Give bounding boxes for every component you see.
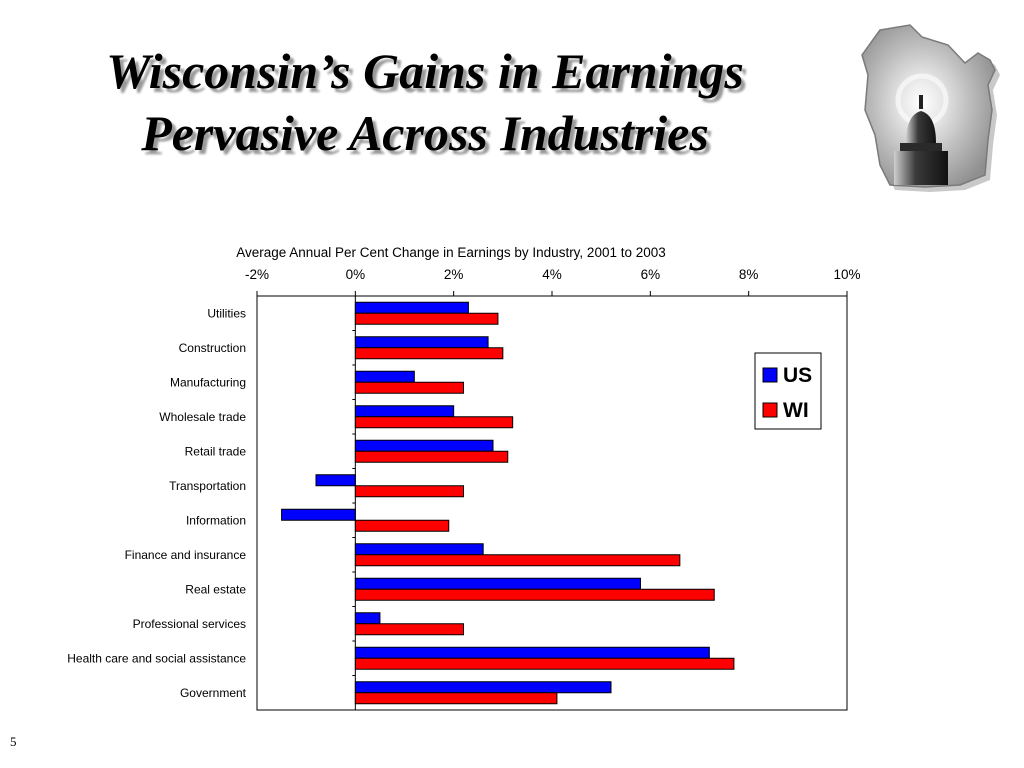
slide-title-line-1: Wisconsin’s Gains in Earnings (106, 43, 744, 99)
legend-label: WI (783, 399, 809, 422)
bar-wi (354, 588, 715, 601)
bar-wi (354, 554, 681, 567)
bar-us (315, 474, 356, 487)
bar-us (354, 301, 469, 314)
bar-us (354, 439, 494, 452)
x-tick-label: 8% (739, 267, 759, 282)
category-label: Professional services (133, 617, 246, 631)
bar-wi (354, 657, 735, 670)
x-tick-label: 2% (444, 267, 464, 282)
capitol-dome-icon (894, 95, 948, 185)
legend-label: US (783, 364, 812, 387)
bar-wi (354, 347, 504, 360)
slide-title: Wisconsin’s Gains in Earnings Pervasive … (0, 40, 850, 164)
bar-wi (354, 485, 465, 498)
x-tick-label: 10% (833, 267, 860, 282)
bars (281, 301, 735, 705)
slide-number: 5 (10, 734, 17, 749)
bar-wi (354, 416, 514, 429)
bar-wi (354, 519, 450, 532)
category-label: Retail trade (185, 444, 247, 458)
bar-wi (354, 450, 509, 463)
slide-title-line-2: Pervasive Across Industries (141, 105, 709, 161)
bar-wi (354, 312, 499, 325)
category-label: Utilities (207, 306, 246, 320)
category-label: Construction (179, 341, 246, 355)
category-label: Finance and insurance (125, 548, 247, 562)
bar-us (354, 336, 489, 349)
x-tick-label: 6% (641, 267, 661, 282)
bar-us (354, 646, 710, 659)
category-label: Government (180, 686, 247, 700)
category-label: Health care and social assistance (67, 651, 246, 665)
bar-wi (354, 381, 465, 394)
y-axis: Utilities Construction Manufacturing Wholes… (67, 295, 356, 711)
category-label: Real estate (185, 582, 246, 596)
x-tick-label: -2% (245, 267, 269, 282)
legend-swatch (762, 402, 778, 418)
bar-us (354, 370, 415, 383)
x-axis: -2% 0% 2% 4% 6% 8% 10% (245, 267, 861, 296)
category-label: Transportation (169, 479, 246, 493)
category-label: Information (186, 513, 246, 527)
x-tick-label: 0% (346, 267, 366, 282)
bar-us (354, 577, 641, 590)
bar-us (354, 543, 484, 556)
bar-us (354, 612, 381, 625)
category-label: Wholesale trade (159, 410, 246, 424)
wisconsin-capitol-logo (861, 24, 1000, 192)
wisconsin-state-shape (861, 24, 996, 188)
bar-wi (354, 692, 558, 705)
bar-us (354, 681, 612, 694)
category-label: Manufacturing (170, 375, 246, 389)
bar-us (354, 405, 455, 418)
bar-us (281, 508, 356, 521)
legend-swatch (762, 367, 778, 383)
x-tick-label: 4% (542, 267, 562, 282)
chart-title: Average Annual Per Cent Change in Earnin… (236, 245, 666, 260)
bar-wi (354, 623, 465, 636)
legend: US WI (754, 352, 822, 430)
